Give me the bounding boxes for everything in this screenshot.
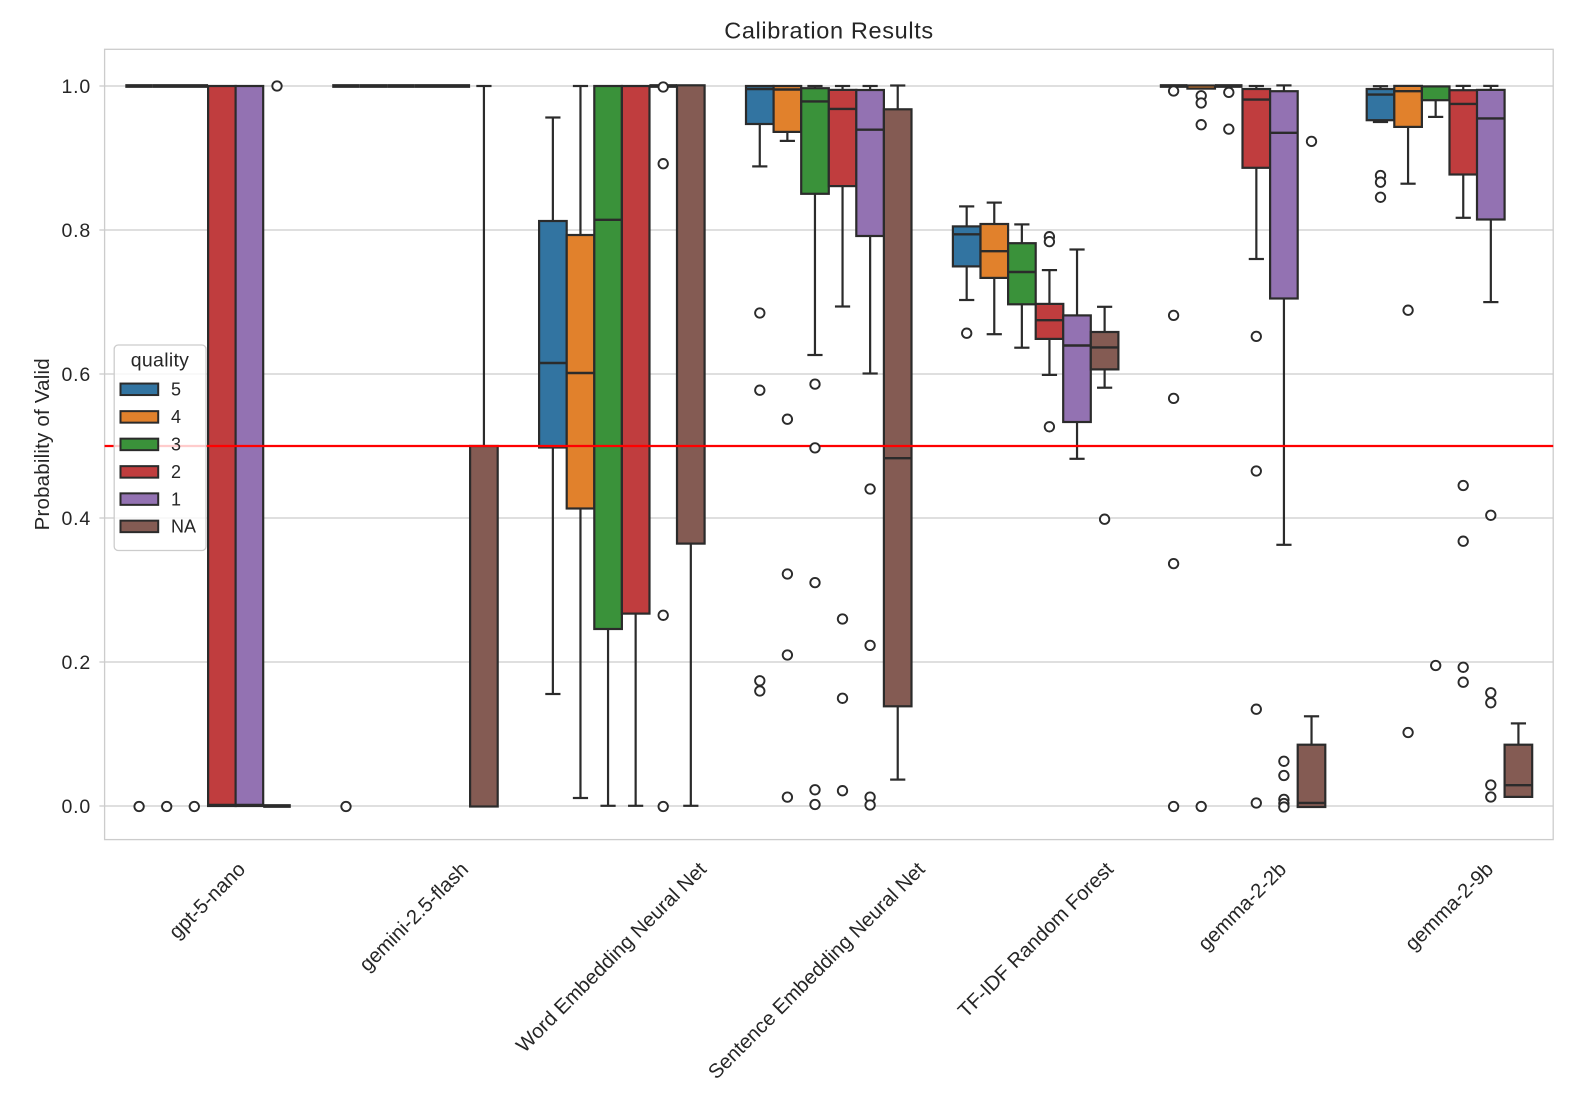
svg-text:Calibration Results: Calibration Results bbox=[724, 18, 934, 44]
svg-text:0.2: 0.2 bbox=[61, 652, 91, 674]
svg-text:4: 4 bbox=[171, 407, 181, 427]
svg-text:0.6: 0.6 bbox=[61, 364, 91, 386]
svg-text:3: 3 bbox=[171, 435, 181, 455]
svg-text:2: 2 bbox=[171, 462, 181, 482]
svg-text:5: 5 bbox=[171, 380, 181, 400]
svg-text:0.8: 0.8 bbox=[61, 220, 91, 242]
svg-text:0.4: 0.4 bbox=[61, 508, 91, 530]
svg-text:0.0: 0.0 bbox=[61, 796, 91, 818]
svg-text:quality: quality bbox=[131, 350, 189, 372]
svg-text:Probability of Valid: Probability of Valid bbox=[31, 358, 54, 530]
svg-text:1.0: 1.0 bbox=[61, 76, 91, 98]
svg-text:NA: NA bbox=[171, 517, 196, 537]
svg-text:1: 1 bbox=[171, 489, 181, 509]
